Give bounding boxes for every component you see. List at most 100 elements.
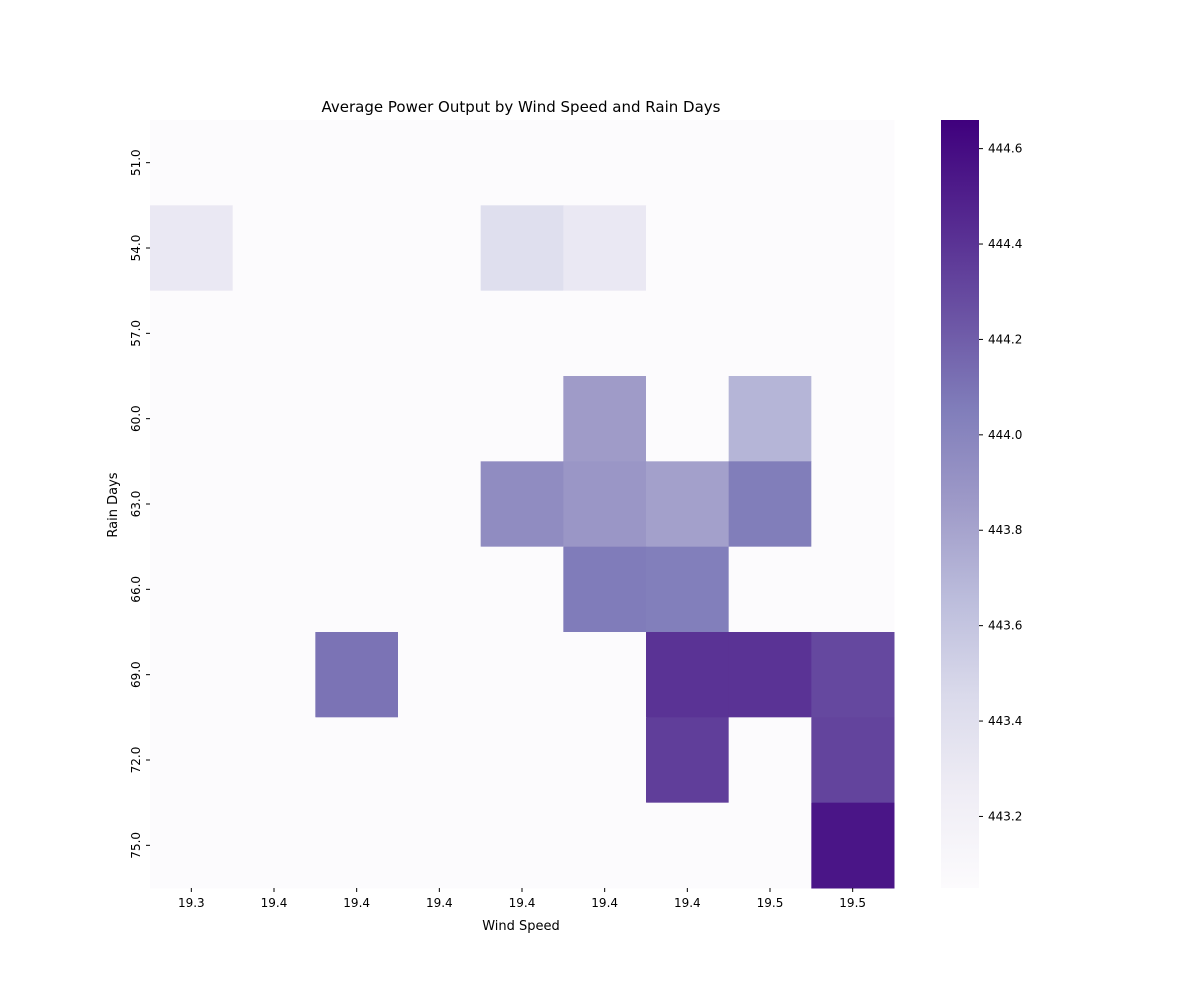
heatmap-cell — [811, 290, 895, 377]
heatmap-cell — [480, 546, 564, 633]
x-axis-label: Wind Speed — [482, 919, 560, 934]
heatmap-cell — [728, 802, 812, 889]
colorbar-tick-label: 444.4 — [988, 237, 1022, 251]
colorbar-tick-label: 443.4 — [988, 714, 1022, 728]
colorbar-ticks: 443.2 443.4 443.6 443.8 444.0 444.2 444.4 444.6 — [979, 142, 1022, 823]
heatmap-cell — [728, 376, 812, 462]
heatmap-cell — [563, 717, 647, 804]
heatmap-cell — [480, 376, 564, 462]
heatmap-cell — [563, 632, 647, 718]
heatmap-cells — [150, 120, 895, 889]
heatmap-cell — [646, 802, 730, 889]
heatmap-cell — [563, 205, 647, 292]
heatmap-cell — [232, 802, 316, 889]
colorbar-tick-label: 443.2 — [988, 809, 1022, 823]
heatmap-cell — [398, 632, 482, 718]
heatmap-cell — [232, 546, 316, 633]
heatmap-cell — [232, 290, 316, 377]
heatmap-cell — [315, 546, 399, 633]
colorbar-tick-label: 443.6 — [988, 619, 1022, 633]
y-tick-label: 63.0 — [129, 491, 143, 518]
heatmap-cell — [398, 205, 482, 292]
y-axis-label: Rain Days — [106, 472, 121, 537]
x-tick-label: 19.4 — [261, 896, 288, 910]
y-tick-label: 69.0 — [129, 661, 143, 688]
heatmap-cell — [728, 632, 812, 718]
heatmap-cell — [811, 546, 895, 633]
x-tick-label: 19.4 — [343, 896, 370, 910]
chart-title: Average Power Output by Wind Speed and R… — [322, 98, 721, 116]
heatmap-cell — [480, 290, 564, 377]
heatmap-cell — [232, 376, 316, 462]
heatmap-cell — [811, 205, 895, 292]
heatmap-cell — [315, 802, 399, 889]
heatmap-cell — [563, 802, 647, 889]
heatmap-cell — [150, 461, 234, 548]
heatmap-cell — [398, 802, 482, 889]
heatmap-cell — [480, 802, 564, 889]
y-tick-label: 54.0 — [129, 235, 143, 262]
heatmap-cell — [646, 120, 730, 206]
heatmap-cell — [728, 461, 812, 548]
x-axis: 19.3 19.4 19.4 19.4 19.4 19.4 19.4 19.5 19.5 — [178, 888, 866, 910]
heatmap-cell — [398, 461, 482, 548]
heatmap-cell — [811, 461, 895, 548]
heatmap-cell — [728, 205, 812, 292]
heatmap-cell — [728, 546, 812, 633]
heatmap-cell — [398, 546, 482, 633]
heatmap-cell — [232, 717, 316, 804]
heatmap-cell — [646, 461, 730, 548]
heatmap-cell — [315, 376, 399, 462]
heatmap-cell — [150, 802, 234, 889]
heatmap-cell — [811, 632, 895, 718]
heatmap-cell — [811, 802, 895, 889]
colorbar-tick-label: 444.2 — [988, 332, 1022, 346]
heatmap-cell — [480, 632, 564, 718]
x-tick-label: 19.4 — [674, 896, 701, 910]
heatmap-cell — [315, 205, 399, 292]
heatmap-cell — [646, 717, 730, 804]
heatmap-cell — [150, 632, 234, 718]
heatmap-cell — [232, 461, 316, 548]
heatmap-cell — [480, 717, 564, 804]
heatmap-cell — [315, 290, 399, 377]
heatmap-cell — [811, 376, 895, 462]
heatmap-cell — [150, 205, 234, 292]
colorbar-gradient — [941, 120, 979, 888]
heatmap-cell — [480, 205, 564, 292]
colorbar: 443.2 443.4 443.6 443.8 444.0 444.2 444.4 444.6 — [941, 120, 1022, 888]
heatmap-cell — [315, 120, 399, 206]
heatmap-cell — [646, 205, 730, 292]
x-tick-label: 19.4 — [426, 896, 453, 910]
heatmap-cell — [480, 461, 564, 548]
heatmap-cell — [646, 632, 730, 718]
heatmap-cell — [398, 376, 482, 462]
heatmap-cell — [646, 546, 730, 633]
x-tick-label: 19.4 — [591, 896, 618, 910]
heatmap-cell — [150, 546, 234, 633]
heatmap-cell — [646, 290, 730, 377]
heatmap-cell — [563, 546, 647, 633]
heatmap-cell — [232, 120, 316, 206]
x-tick-label: 19.4 — [509, 896, 536, 910]
heatmap-cell — [150, 717, 234, 804]
heatmap-cell — [728, 717, 812, 804]
x-tick-label: 19.5 — [757, 896, 784, 910]
heatmap-cell — [811, 120, 895, 206]
y-tick-label: 60.0 — [129, 405, 143, 432]
heatmap-cell — [646, 376, 730, 462]
heatmap-cell — [563, 376, 647, 462]
x-tick-label: 19.5 — [839, 896, 866, 910]
x-tick-label: 19.3 — [178, 896, 205, 910]
colorbar-tick-label: 444.0 — [988, 428, 1022, 442]
heatmap-cell — [480, 120, 564, 206]
heatmap-cell — [150, 376, 234, 462]
heatmap-cell — [315, 717, 399, 804]
heatmap-cell — [563, 461, 647, 548]
heatmap-cell — [398, 120, 482, 206]
colorbar-tick-label: 444.6 — [988, 142, 1022, 156]
heatmap-cell — [563, 290, 647, 377]
y-tick-label: 51.0 — [129, 149, 143, 176]
heatmap-cell — [150, 120, 234, 206]
